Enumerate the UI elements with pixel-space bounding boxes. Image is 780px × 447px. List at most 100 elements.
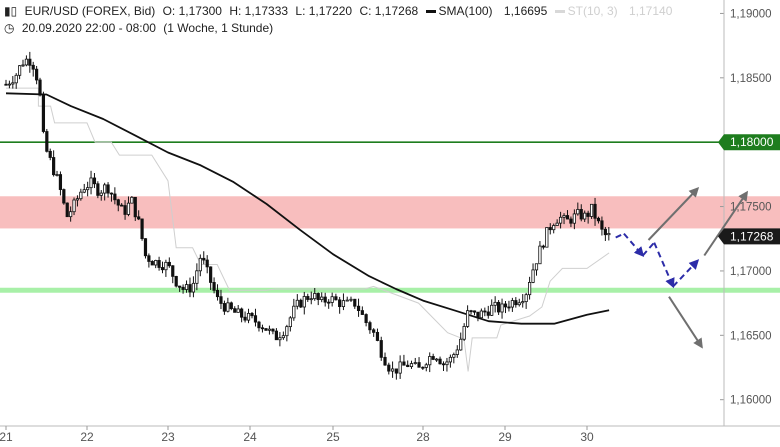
candle-body [548,227,552,231]
candle-body [586,212,590,217]
x-tick-label: 21 [0,430,13,444]
candle-body [524,294,528,303]
candle-body [215,289,220,298]
candle-body [479,310,483,319]
candle-body [137,216,141,220]
candle-body [417,362,421,368]
candle-body [576,209,580,215]
candle-body [89,177,93,189]
candle-body [109,192,114,195]
candle-body [41,94,46,132]
candle-body [455,349,459,355]
resistance-price-box-text: 1,18000 [730,135,774,149]
candle-body [538,245,542,265]
sma-100-line [5,92,610,325]
chart-subheader: ◷ 20.09.2020 22:00 - 08:00 (1 Woche, 1 S… [4,21,277,35]
candle-body [302,296,306,308]
candle-body [306,296,310,300]
candle-body [195,270,199,284]
candle-body [569,218,573,224]
candle-body [123,205,127,215]
candle-body [219,296,223,304]
candle-body [334,296,338,301]
candle-body [271,328,275,332]
candle-body [428,356,432,366]
candle-body [253,315,258,323]
candle-body [243,316,247,321]
candle-body [120,204,124,207]
candle-body [507,306,511,309]
candle-body [320,296,324,301]
scenario-dashed-path [623,232,645,258]
candle-body [510,300,514,308]
candle-body [379,340,383,358]
current-price-box: 1,17268 [718,228,780,245]
candle-body [345,299,349,302]
candle-body [188,284,192,293]
candle-body [406,364,410,368]
candle-body [338,299,342,308]
scenario-dashed-path [672,259,700,288]
candle-body [209,266,213,283]
candle-body [143,238,148,257]
candle-body [126,202,131,215]
support-level [0,287,780,293]
candle-body [341,300,346,308]
scenario-dashed-path [653,242,675,289]
supertrend-line [6,87,610,372]
candle-body [607,233,611,236]
candle-body [18,65,22,76]
candle-body [364,314,368,324]
candle-body [202,257,206,261]
candle-body [150,261,154,266]
candle-body [372,329,376,333]
candle-body [558,216,563,224]
candle-body [409,363,414,368]
candle-body [375,331,380,341]
candle-body [281,335,285,339]
candle-body [402,361,406,366]
candle-body [257,321,261,329]
candle-body [600,220,604,230]
current-price-box-shape [718,228,780,245]
candle-body [236,308,240,313]
candle-body [288,317,292,328]
candle-body [222,303,227,312]
candle-body [285,326,289,337]
candle-body [555,222,559,226]
candle-body [62,189,66,204]
candle-body [7,83,12,86]
candle-body [368,322,372,331]
candle-body [521,301,525,304]
candle-body [441,363,446,366]
candle-body [424,364,428,368]
candle-body [181,286,185,290]
candle-body [490,304,494,316]
candle-body [82,189,86,193]
candle-body [250,312,254,317]
candle-body [603,228,607,236]
candle-body [191,282,196,293]
candle-body [264,328,268,331]
candle-body [421,366,425,369]
candle-body [299,299,303,308]
current-price-box-text: 1,17268 [730,229,774,243]
bar-chart-icon[interactable]: ▮▯ [4,4,18,18]
x-tick-label: 29 [498,430,512,444]
x-tick-label: 25 [326,430,340,444]
candle-body [233,308,237,313]
candle-body [55,174,59,176]
candle-body [500,303,504,313]
candle-body [413,362,417,364]
candle-body [86,187,90,191]
candle-body [58,174,63,190]
candle-body [164,261,168,271]
scenario-dashed-path [615,232,625,239]
candle-body [295,299,299,307]
indicator-lines [5,87,610,372]
interval-label: (1 Woche, 1 Stunde) [163,21,274,35]
candle-body [52,157,56,176]
candle-body [476,311,480,319]
candle-body [103,184,107,194]
